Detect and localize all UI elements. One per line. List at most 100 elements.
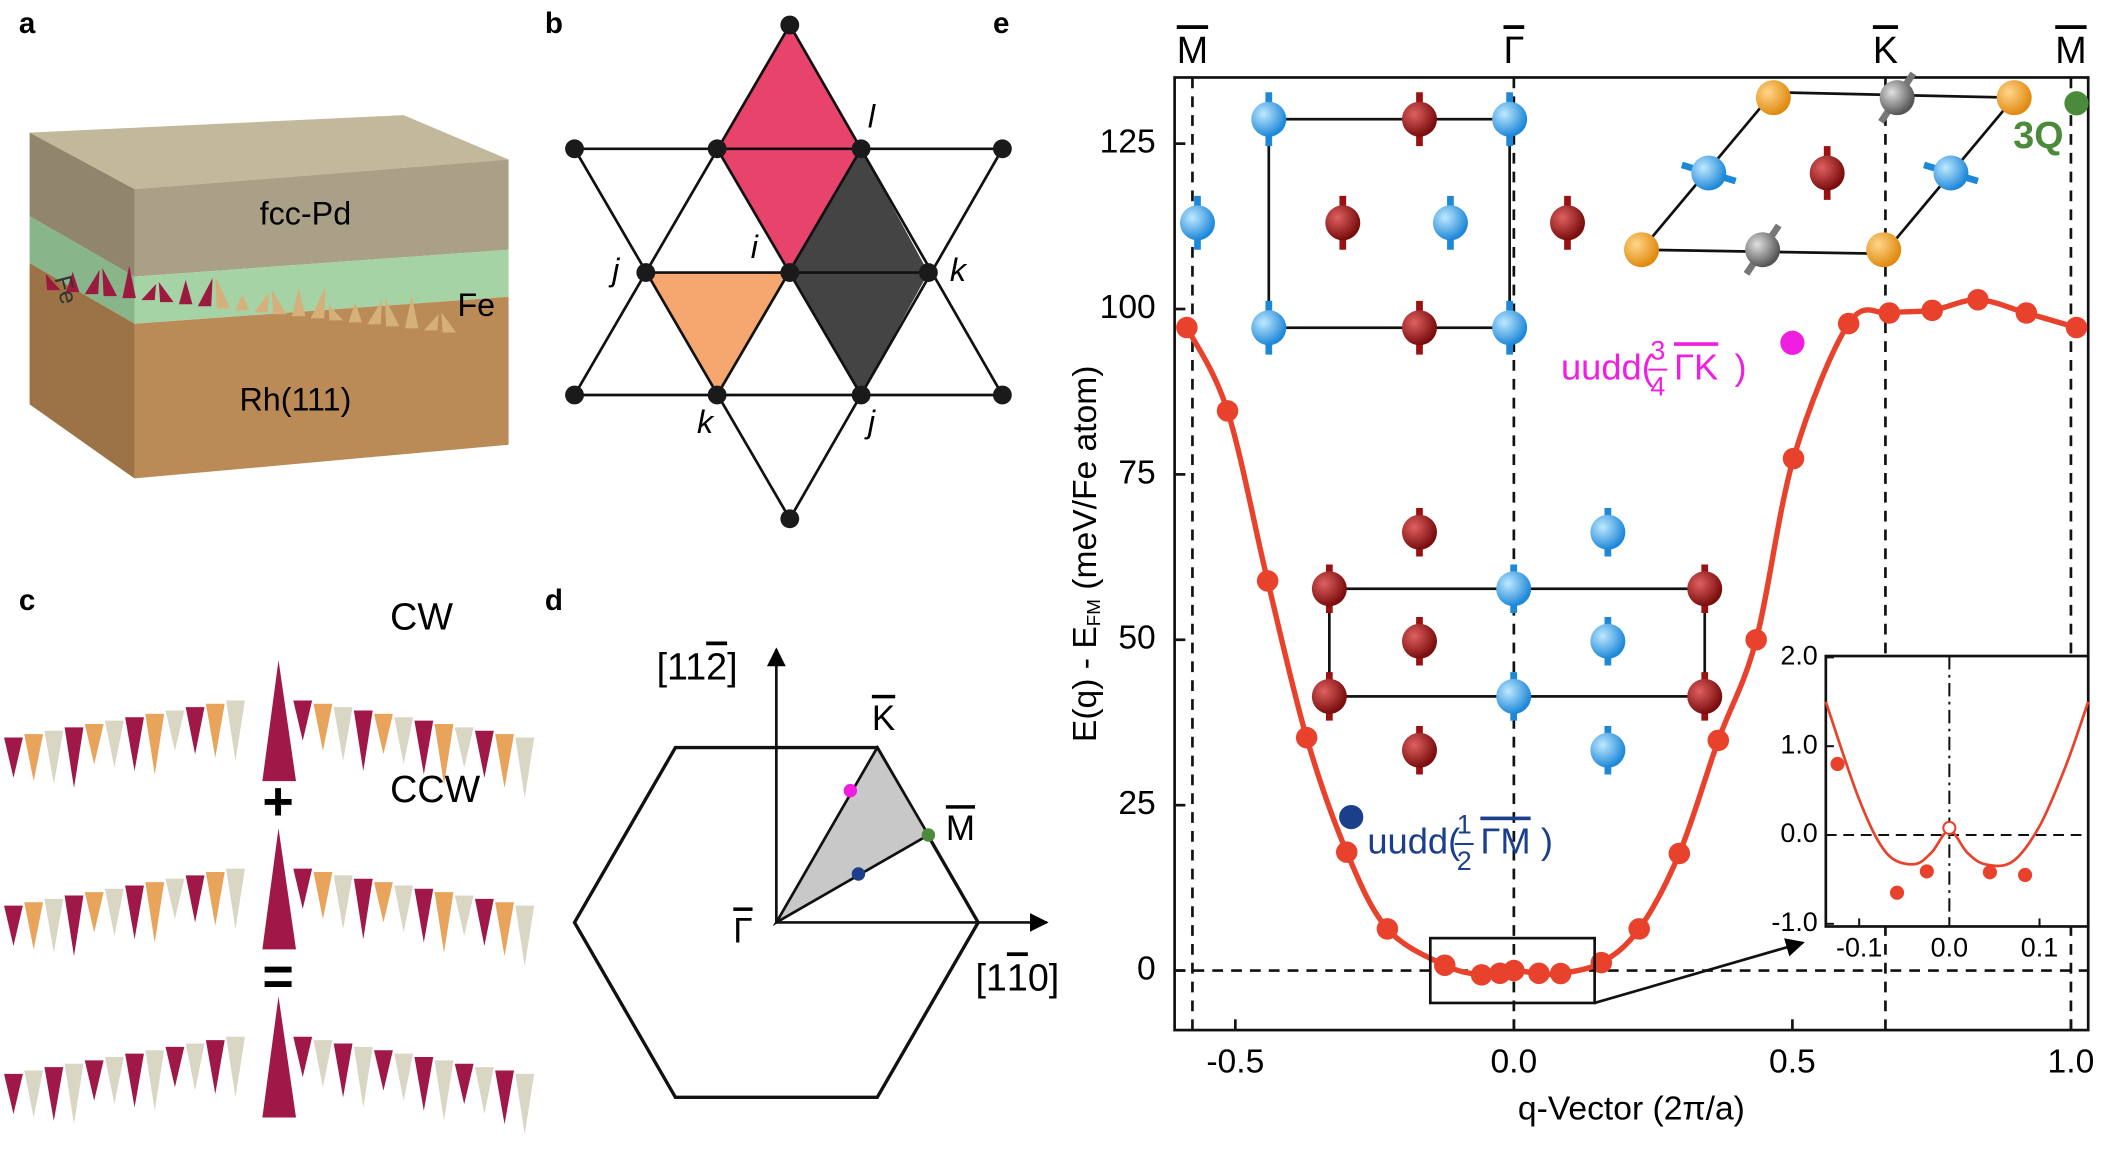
spin-cone (197, 277, 213, 307)
symmetry-label: K (1873, 29, 1898, 71)
y-tick-label: 50 (1118, 620, 1155, 657)
data-point (1216, 400, 1239, 422)
lattice-site (707, 139, 727, 159)
symmetry-label: M (2055, 29, 2086, 71)
spin-cone (24, 734, 44, 782)
panel-label: b (545, 7, 563, 40)
spin-cone (328, 304, 344, 321)
spin-cone (84, 892, 104, 933)
atom (1496, 571, 1532, 607)
spin-cone (178, 279, 193, 305)
point-label: K (872, 699, 895, 738)
atom (1624, 232, 1659, 268)
atom (1402, 623, 1437, 659)
site-label: l (868, 99, 876, 135)
inset-point (1889, 885, 1905, 900)
spin-cone (122, 265, 136, 299)
lattice-site (992, 385, 1012, 405)
spin-cone (423, 314, 439, 331)
atom (1879, 80, 1915, 116)
atom (1996, 80, 2032, 116)
spin-cone (165, 1046, 185, 1088)
atom (1179, 205, 1215, 241)
layer-block (29, 115, 509, 479)
unit-cell (1267, 117, 1511, 330)
spin-cone (353, 878, 373, 940)
plot-frame (1173, 76, 2090, 1032)
q-point (843, 783, 858, 798)
spin-cone (165, 710, 185, 751)
x-tick-label: 0.0 (1490, 1044, 1537, 1081)
zoom-arrow (1594, 938, 1805, 1005)
spin-cone (104, 720, 124, 768)
direction-label: [110] (975, 956, 1059, 998)
data-point (1295, 726, 1318, 749)
spin-cone (434, 892, 454, 953)
spin-cone (226, 1036, 245, 1098)
spin-cone (205, 703, 225, 758)
spin-cone (474, 1067, 494, 1115)
q-point (921, 828, 936, 842)
data-point (1878, 302, 1901, 324)
spin-cone (474, 730, 494, 778)
inset-point (1919, 864, 1934, 879)
lattice-site (780, 15, 800, 35)
panel-label: a (19, 7, 36, 40)
lattice-site (780, 509, 800, 529)
spin-cone (271, 290, 287, 315)
zoom-box (1428, 936, 1596, 1005)
spin-cone (145, 1050, 165, 1111)
inset-y-tick-label: 2.0 (1780, 640, 1817, 670)
spin-cone (374, 882, 393, 923)
spin-cone (404, 296, 419, 329)
data-point (1335, 841, 1358, 863)
atom (1402, 310, 1437, 346)
spin-cone (333, 875, 353, 930)
spin-cone (44, 1067, 64, 1121)
lattice-line (572, 147, 1005, 522)
direction-label: [112] (657, 645, 738, 687)
data-point (1668, 842, 1691, 865)
atom (1687, 678, 1723, 714)
spin-cone (333, 1043, 353, 1098)
data-point (1628, 918, 1650, 940)
data-point (1470, 964, 1493, 986)
atom (1432, 205, 1468, 241)
irreducible-wedge (772, 744, 931, 927)
direction-part: [11 (657, 645, 707, 687)
spin-cone (495, 1070, 514, 1125)
spin-cone (454, 895, 474, 936)
site-label: j (608, 252, 620, 288)
inset-x-tick-label: -0.1 (1836, 932, 1882, 962)
spin-cone (44, 898, 64, 953)
spin-cone (313, 871, 333, 920)
spin-cone (414, 888, 434, 943)
layer-label: Rh(111) (239, 381, 351, 417)
spin-cone (394, 885, 414, 933)
spin-cone (454, 1063, 474, 1105)
spin-cone (515, 737, 535, 798)
y-tick-label: 75 (1118, 454, 1155, 491)
spin-cone (4, 905, 23, 946)
inset-point (1830, 756, 1845, 772)
spin-cone (226, 868, 245, 930)
data-point (1256, 570, 1279, 592)
atom (1809, 155, 1845, 191)
center-cone (262, 996, 297, 1118)
atom (1311, 678, 1347, 714)
panel-label: e (993, 7, 1009, 40)
annotation: ΓK (1674, 346, 1718, 387)
direction-part: 2 (706, 645, 727, 687)
point-label: M (946, 809, 975, 848)
inset-x-tick-label: 0.0 (1931, 932, 1968, 962)
direction-part: [1 (975, 956, 1006, 998)
site-label: j (864, 404, 876, 440)
spin-cone (4, 1073, 23, 1115)
lattice-site (851, 139, 871, 159)
inset-y-tick-label: 0.0 (1780, 818, 1817, 848)
data-point (1837, 312, 1860, 335)
point-label: Γ (733, 911, 752, 950)
spin-cone (158, 281, 174, 303)
spin-cone (434, 723, 454, 785)
